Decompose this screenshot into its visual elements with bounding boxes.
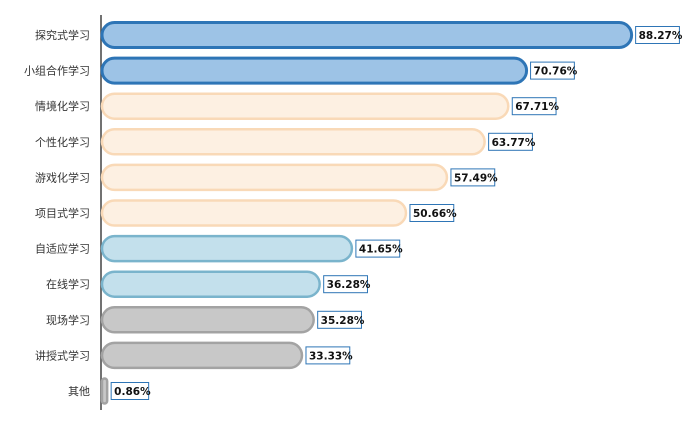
- bars-layer: 探究式学习 88.27% 小组合作学习 70.76% 情境化学习 67.71% 个性化学习 6…: [24, 21, 683, 405]
- bar: [100, 21, 634, 49]
- bar: [100, 306, 315, 334]
- data-label-box: [323, 275, 368, 294]
- data-label: 35.28%: [321, 315, 365, 327]
- data-label: 50.66%: [413, 208, 457, 220]
- data-label-box: [409, 204, 455, 222]
- data-label-box: [488, 132, 533, 151]
- category-label: 自适应学习: [35, 242, 90, 256]
- data-label-box: [355, 239, 401, 258]
- bar: [100, 92, 510, 120]
- data-label: 70.76%: [534, 66, 578, 78]
- data-label: 88.27%: [639, 30, 683, 42]
- category-label: 游戏化学习: [35, 170, 90, 184]
- data-label: 33.33%: [309, 350, 353, 362]
- data-label-box: [110, 382, 150, 400]
- data-label-box: [305, 346, 351, 365]
- category-label: 情境化学习: [35, 99, 90, 113]
- category-label: 项目式学习: [35, 206, 90, 220]
- category-label: 其他: [68, 385, 90, 398]
- data-label-box: [511, 97, 557, 116]
- category-label: 现场学习: [46, 313, 90, 327]
- data-label: 67.71%: [515, 101, 559, 113]
- category-label: 探究式学习: [35, 28, 90, 42]
- data-label: 41.65%: [359, 244, 403, 256]
- bar: [100, 199, 408, 227]
- bar: [100, 163, 449, 192]
- data-label: 57.49%: [454, 172, 498, 184]
- category-label: 在线学习: [46, 277, 90, 291]
- category-label: 小组合作学习: [24, 64, 90, 78]
- data-label-box: [635, 26, 680, 44]
- bar: [100, 128, 486, 156]
- data-label: 0.86%: [114, 386, 151, 398]
- data-label-box: [317, 310, 362, 329]
- bar: [100, 234, 354, 263]
- data-label: 63.77%: [492, 137, 536, 149]
- bar: [100, 270, 321, 298]
- bar: [100, 377, 109, 405]
- bar: [100, 56, 529, 85]
- bar: [100, 341, 304, 370]
- data-label-box: [450, 168, 496, 187]
- category-label: 讲授式学习: [35, 348, 90, 362]
- category-label: 个性化学习: [35, 135, 90, 149]
- data-label-box: [530, 61, 575, 80]
- data-label: 36.28%: [327, 279, 371, 291]
